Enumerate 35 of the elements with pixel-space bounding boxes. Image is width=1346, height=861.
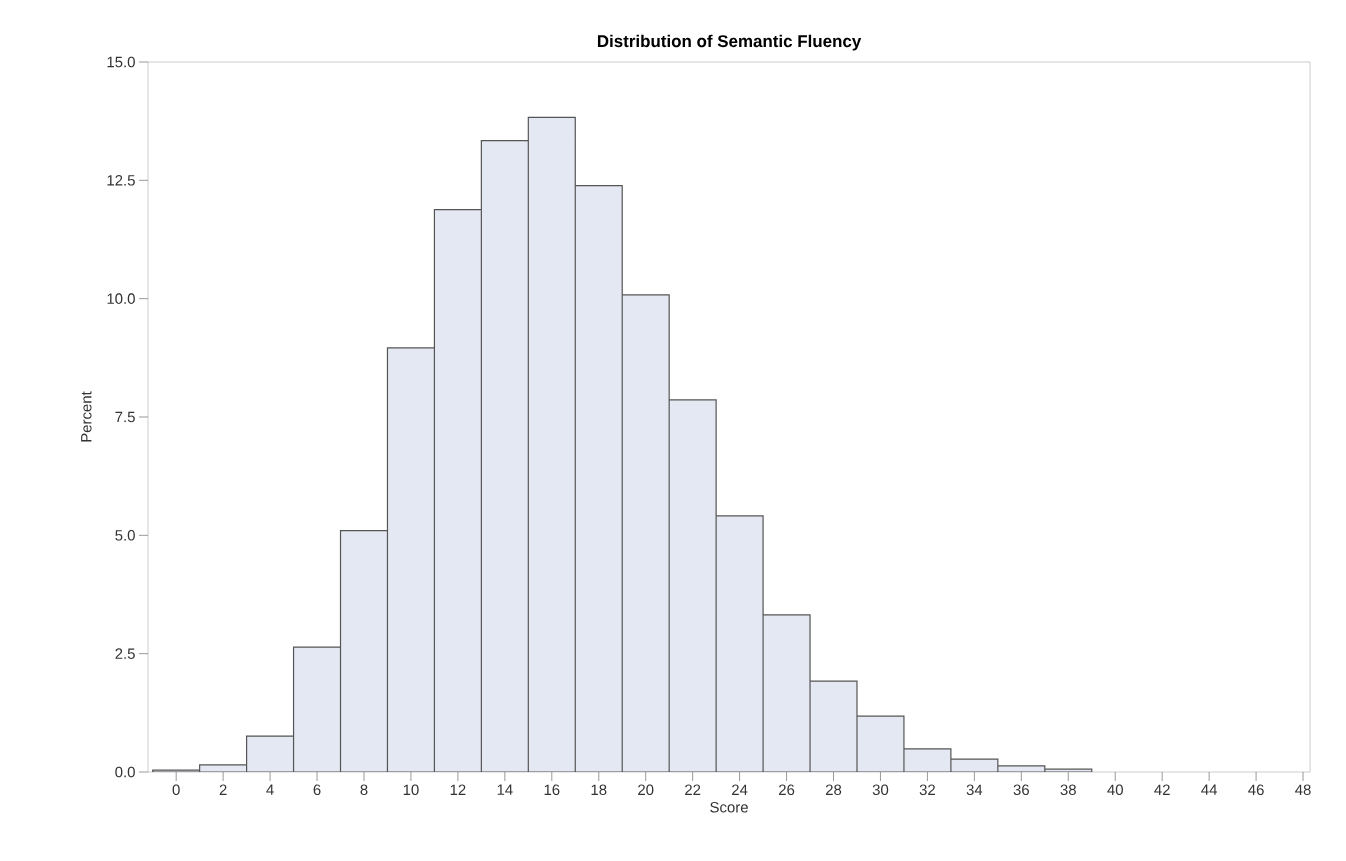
x-tick-label: 26 [779, 784, 795, 796]
x-tick-label: 0 [172, 784, 180, 796]
x-axis-title: Score [710, 801, 748, 813]
x-tick-label: 16 [544, 784, 560, 796]
y-tick-label: 5.0 [115, 530, 135, 541]
x-tick-label: 42 [1154, 784, 1170, 795]
x-tick-label: 12 [450, 784, 466, 795]
y-tick-label: 7.5 [115, 411, 135, 423]
y-tick-label: 10.0 [107, 293, 135, 304]
y-tick-label: 2.5 [115, 648, 135, 659]
y-tick-label: 15.0 [107, 56, 135, 68]
y-tick-label: 12.5 [107, 175, 135, 186]
x-tick-label: 8 [360, 784, 368, 796]
x-tick-label: 44 [1201, 784, 1218, 795]
x-tick-label: 10 [403, 784, 419, 796]
x-tick-label: 30 [872, 784, 889, 796]
x-tick-label: 28 [825, 784, 842, 796]
x-tick-label: 34 [966, 784, 983, 796]
x-tick-label: 40 [1107, 784, 1123, 796]
x-tick-label: 24 [732, 784, 748, 795]
x-tick-label: 22 [685, 784, 701, 795]
y-axis-title: Percent [81, 391, 92, 442]
x-tick-label: 38 [1060, 784, 1076, 796]
chart-title: Distribution of Semantic Fluency [597, 34, 862, 51]
x-tick-label: 14 [497, 784, 513, 795]
x-tick-label: 36 [1013, 784, 1029, 796]
x-tick-label: 6 [313, 784, 321, 796]
x-tick-label: 2 [219, 784, 227, 795]
x-tick-label: 18 [591, 784, 607, 796]
y-tick-label: 0.0 [115, 766, 135, 778]
x-tick-label: 4 [266, 784, 274, 795]
x-tick-label: 46 [1248, 784, 1264, 796]
x-tick-label: 32 [919, 784, 935, 796]
x-tick-label: 48 [1295, 784, 1311, 796]
x-tick-label: 20 [638, 784, 654, 796]
